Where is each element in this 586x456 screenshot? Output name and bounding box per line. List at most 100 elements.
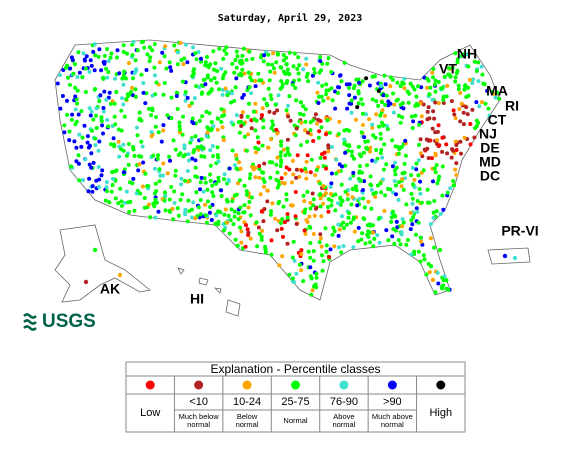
- gauge-dot: [402, 86, 407, 91]
- gauge-dot: [365, 223, 370, 228]
- legend-label: High: [429, 407, 452, 419]
- gauge-dot: [283, 171, 288, 176]
- gauge-dot: [94, 113, 98, 118]
- gauge-dot: [324, 82, 329, 87]
- gauge-dot: [394, 98, 399, 103]
- gauge-dot: [403, 153, 408, 158]
- gauge-dot: [178, 41, 183, 45]
- gauge-dot: [278, 65, 283, 70]
- legend-label: >90: [383, 396, 402, 408]
- gauge-dot: [93, 87, 97, 91]
- gauge-dot: [410, 84, 415, 89]
- gauge-dot: [232, 163, 237, 168]
- gauge-dot: [253, 84, 258, 89]
- gauge-dot: [101, 131, 105, 136]
- gauge-dot: [191, 69, 196, 74]
- gauge-dot: [418, 259, 423, 264]
- legend-label: <10: [189, 396, 208, 408]
- gauge-dot: [208, 163, 213, 168]
- gauge-dot: [89, 109, 94, 114]
- gauge-dot: [425, 146, 430, 151]
- gauge-dot: [352, 215, 356, 220]
- gauge-dot: [116, 127, 121, 132]
- gauge-dot: [339, 250, 344, 255]
- region-label: DE: [480, 140, 499, 156]
- gauge-dot: [73, 94, 78, 99]
- gauge-dot: [259, 234, 264, 239]
- gauge-dot: [101, 106, 106, 110]
- gauge-dot: [304, 62, 309, 67]
- gauge-dot: [417, 142, 421, 147]
- gauge-dot: [266, 86, 271, 91]
- gauge-dot: [343, 163, 348, 168]
- gauge-dot: [309, 157, 314, 162]
- gauge-dot: [392, 179, 397, 184]
- legend-label: 10-24: [233, 396, 261, 408]
- gauge-dot: [392, 242, 397, 246]
- gauge-dot: [291, 239, 296, 244]
- gauge-dot: [332, 244, 337, 249]
- gauge-dot: [390, 164, 395, 169]
- gauge-dot: [246, 132, 251, 137]
- gauge-dot: [286, 114, 291, 119]
- gauge-dot: [168, 209, 173, 214]
- gauge-dot: [86, 145, 91, 150]
- gauge-dot: [208, 172, 213, 177]
- gauge-dot: [458, 91, 463, 95]
- gauge-dot: [356, 89, 361, 94]
- gauge-dot: [214, 181, 218, 186]
- gauge-dot: [486, 106, 491, 111]
- gauge-dot: [66, 75, 70, 80]
- gauge-dot: [328, 184, 333, 189]
- gauge-dot: [330, 232, 335, 237]
- gauge-dot: [302, 228, 307, 233]
- gauge-dot: [203, 180, 208, 185]
- gauge-dot: [436, 101, 441, 106]
- gauge-dot: [253, 101, 258, 106]
- gauge-dot: [204, 109, 209, 114]
- gauge-dot: [145, 52, 150, 57]
- gauge-dot: [248, 213, 253, 218]
- gauge-dot: [281, 53, 286, 57]
- gauge-dot: [432, 166, 437, 171]
- gauge-dot: [109, 51, 114, 56]
- gauge-dot: [119, 108, 124, 113]
- gauge-dot: [274, 177, 279, 182]
- gauge-dot: [400, 224, 405, 229]
- gauge-dot: [140, 184, 145, 189]
- gauge-dot: [305, 153, 310, 158]
- gauge-dot: [417, 187, 422, 191]
- gauge-dot: [101, 75, 106, 80]
- gauge-dot: [281, 58, 286, 63]
- gauge-dot: [143, 171, 148, 176]
- gauge-dot: [199, 56, 203, 61]
- gauge-dot: [175, 107, 180, 111]
- gauge-dot: [250, 56, 255, 61]
- gauge-dot: [297, 262, 302, 267]
- gauge-dot: [366, 199, 371, 204]
- gauge-dot: [191, 150, 196, 155]
- gauge-dot: [203, 60, 208, 65]
- gauge-dot: [121, 102, 126, 107]
- gauge-dot: [378, 131, 383, 136]
- gauge-dot: [348, 220, 353, 225]
- gauge-dot: [232, 99, 237, 103]
- gauge-dot: [186, 198, 191, 203]
- gauge-dot: [212, 76, 217, 81]
- gauge-dot: [379, 147, 384, 152]
- gauge-dot: [354, 117, 358, 122]
- gauge-dot: [409, 192, 414, 196]
- gauge-dot: [161, 128, 166, 133]
- gauge-dot: [205, 130, 210, 135]
- gauge-dot: [224, 51, 229, 56]
- gauge-dot: [338, 73, 342, 78]
- gauge-dot: [393, 172, 398, 177]
- gauge-dot: [106, 70, 111, 75]
- gauge-dot: [427, 116, 432, 121]
- region-label: NJ: [479, 126, 497, 142]
- gauge-dot: [476, 120, 481, 125]
- gauge-dot: [400, 217, 405, 222]
- gauge-dot: [343, 189, 348, 194]
- gauge-dot: [131, 147, 136, 152]
- gauge-dot: [390, 77, 395, 82]
